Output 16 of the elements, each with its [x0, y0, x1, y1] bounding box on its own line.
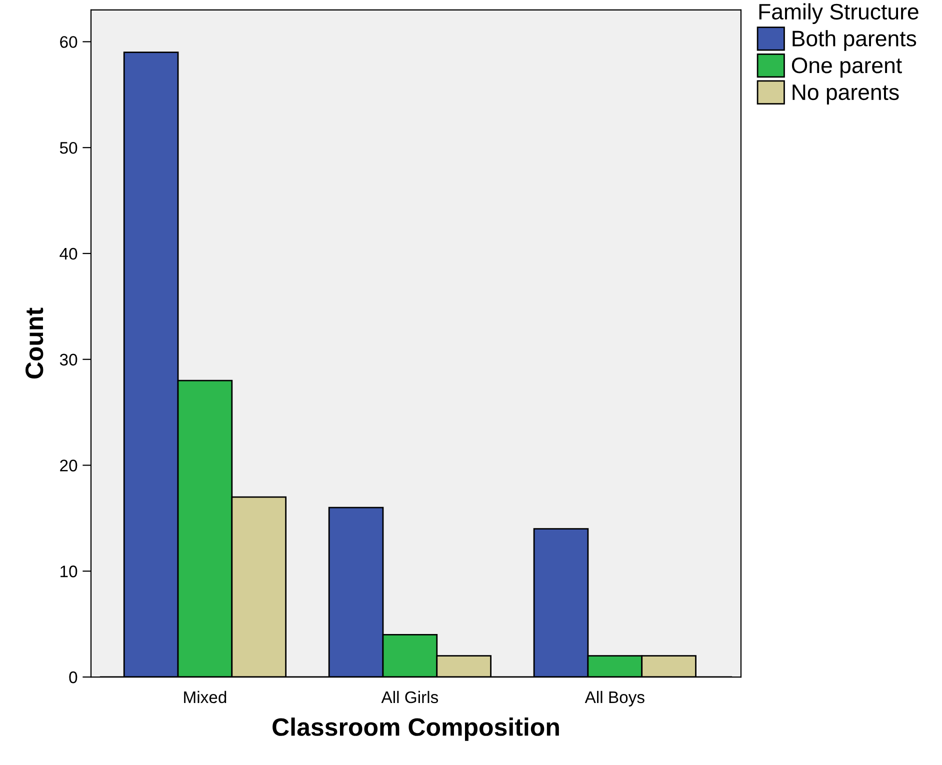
x-tick-label: All Girls: [381, 690, 438, 704]
y-tick-label: 50: [60, 142, 78, 154]
x-tick-label: Mixed: [184, 690, 226, 704]
x-axis-title: Classroom Composition: [272, 718, 559, 741]
legend-title: Family Structure: [759, 3, 918, 24]
y-tick-label: 20: [60, 460, 78, 472]
x-tick-label: All Boys: [584, 690, 644, 706]
legend-label: One parent: [792, 58, 902, 78]
legend-label: No parents: [792, 84, 899, 104]
y-tick-label: 10: [60, 566, 78, 578]
y-tick-label: 0: [69, 671, 78, 684]
legend-label: Both parents: [792, 30, 916, 51]
y-axis-title: Count: [26, 308, 44, 379]
y-tick-label: 40: [60, 248, 78, 260]
y-tick-label: 30: [60, 354, 78, 366]
y-tick-label: 60: [60, 36, 78, 48]
